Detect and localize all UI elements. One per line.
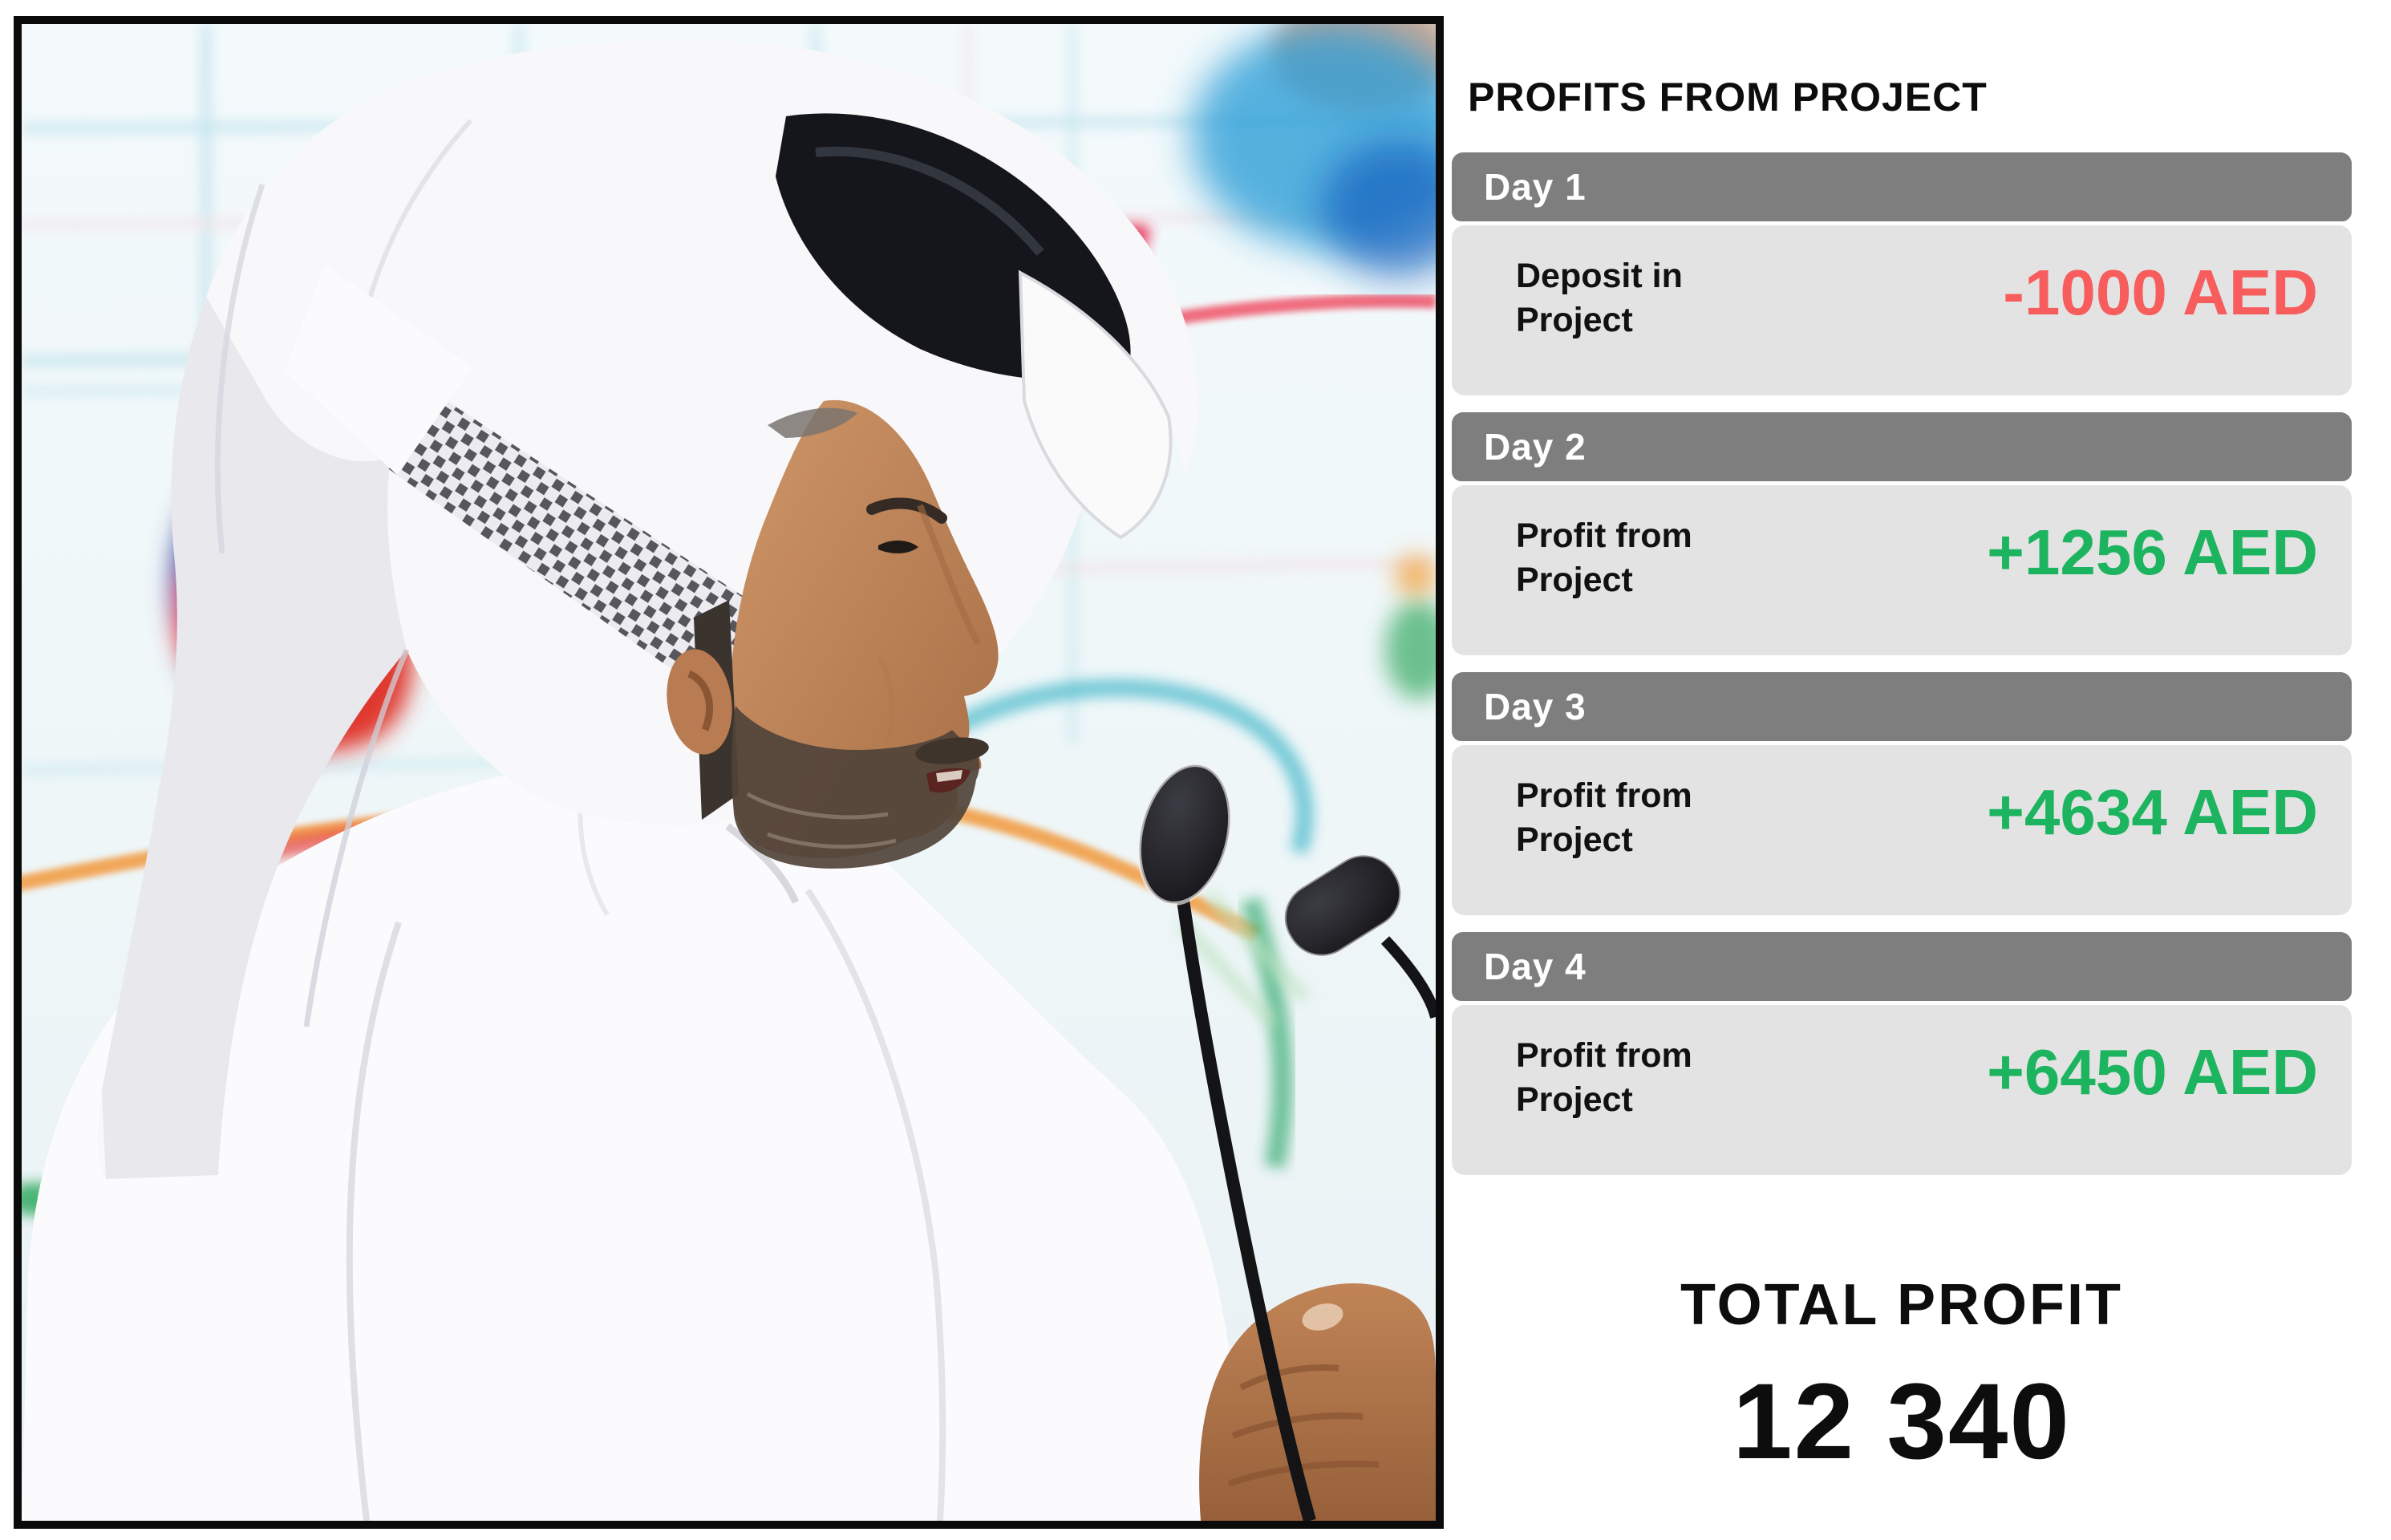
microphone-right-icon [1283,853,1436,1019]
total-profit-label: TOTAL PROFIT [1680,1273,2123,1337]
day-card: Day 4 Profit from Project +6450 AED [1452,932,2352,1175]
ghutra-white-fold-over-band [285,265,472,475]
mustache [915,737,989,764]
transaction-label-line1: Profit from [1516,1036,1692,1075]
teeth [936,770,962,782]
transaction-label: Profit from Project [1516,1034,1692,1175]
speaker-photo [14,16,1444,1529]
transaction-label: Profit from Project [1516,774,1692,915]
speaker-figure [22,39,1245,1521]
transaction-label-line1: Deposit in [1516,257,1683,295]
day-card-header: Day 3 [1452,672,2352,741]
green-blur-dot [1385,600,1436,699]
speaker-photo-illustration [22,24,1436,1521]
day-card: Day 1 Deposit in Project -1000 AED [1452,152,2352,395]
day-label: Day 3 [1484,686,1587,727]
microphone-right-capsule [1283,853,1403,958]
robe-fold-lines [346,765,946,1521]
transaction-label-line2: Project [1516,1080,1633,1120]
gray-hair-wisp [768,407,857,438]
day-card: Day 2 Profit from Project +1256 AED [1452,412,2352,655]
day-label: Day 4 [1484,946,1587,987]
ghutra-houndstooth-band [381,385,776,707]
dark-blue-blur-blob [1322,140,1436,277]
microphone-left-capsule [1137,763,1233,906]
amount-value: +1256 AED [1987,517,2318,588]
amount-value: +4634 AED [1987,776,2318,848]
cheek-contour [877,656,895,740]
day-card-header: Day 2 [1452,412,2352,481]
green-curve-sketch [1240,897,1293,1169]
amount-value: +6450 AED [1987,1036,2318,1108]
transaction-label: Profit from Project [1516,514,1692,655]
nose-bridge-shade [917,504,981,645]
orange-blur-dot [1395,555,1436,597]
ear-inner-line [687,670,714,732]
eyebrow [866,497,947,524]
day-card-body: Deposit in Project -1000 AED [1452,225,2352,395]
ghutra-right-flap [1018,270,1173,540]
transaction-label-line1: Profit from [1516,776,1692,815]
ghutra-dark-fold-sheen [815,146,1044,256]
day-label: Day 2 [1484,426,1587,468]
microphone-left-stem [1177,898,1316,1521]
beard [731,706,980,869]
day-card-header: Day 4 [1452,932,2352,1001]
profits-panel: PROFITS FROM PROJECT Day 1 Deposit in Pr… [1452,0,2352,1540]
transaction-label-line1: Profit from [1516,517,1692,555]
amount-value: -1000 AED [2003,257,2318,328]
teal-arc-sketch [914,679,1314,855]
day-card-body: Profit from Project +4634 AED [1452,745,2352,915]
day-card-body: Profit from Project +6450 AED [1452,1005,2352,1175]
pink-line-top-right [1149,294,1436,330]
total-profit-value: 12 340 [1732,1362,2071,1481]
ear [667,649,732,755]
transaction-label-line2: Project [1516,821,1633,860]
transaction-label: Deposit in Project [1516,254,1683,395]
finger-creases [1227,1364,1380,1487]
transaction-label-line2: Project [1516,561,1633,600]
beard-gray-flecks [746,792,897,849]
face [667,399,999,869]
day-card-header: Day 1 [1452,152,2352,221]
day-card: Day 3 Profit from Project +4634 AED [1452,672,2352,915]
day-card-body: Profit from Project +1256 AED [1452,485,2352,655]
day-label: Day 1 [1484,166,1587,208]
total-block: TOTAL PROFIT 12 340 [1452,1272,2352,1483]
light-green-stripes [1176,890,1310,1027]
transaction-label-line2: Project [1516,301,1633,340]
hand [1199,1283,1436,1521]
microphone-left-icon [1137,763,1316,1521]
fingernail [1302,1303,1343,1331]
eye [878,540,918,553]
microphone-right-stem [1380,936,1436,1019]
panel-title: PROFITS FROM PROJECT [1468,75,1988,120]
ghutra-drape-shading [102,297,407,1179]
